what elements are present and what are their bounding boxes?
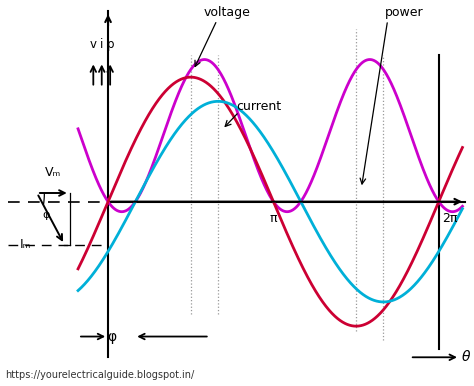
Text: φ: φ bbox=[42, 210, 50, 220]
Text: https://yourelectricalguide.blogspot.in/: https://yourelectricalguide.blogspot.in/ bbox=[5, 370, 195, 380]
Text: φ: φ bbox=[108, 330, 117, 344]
Text: Iₘ: Iₘ bbox=[19, 238, 31, 251]
Text: π: π bbox=[270, 212, 277, 225]
Text: Vₘ: Vₘ bbox=[45, 166, 62, 179]
Text: v: v bbox=[90, 38, 97, 51]
Text: p: p bbox=[106, 38, 114, 51]
Text: current: current bbox=[237, 100, 282, 113]
Text: 2π: 2π bbox=[442, 212, 458, 225]
Text: power: power bbox=[385, 6, 424, 19]
Text: i: i bbox=[100, 38, 103, 51]
Text: θ: θ bbox=[461, 350, 470, 364]
Text: voltage: voltage bbox=[204, 6, 251, 19]
